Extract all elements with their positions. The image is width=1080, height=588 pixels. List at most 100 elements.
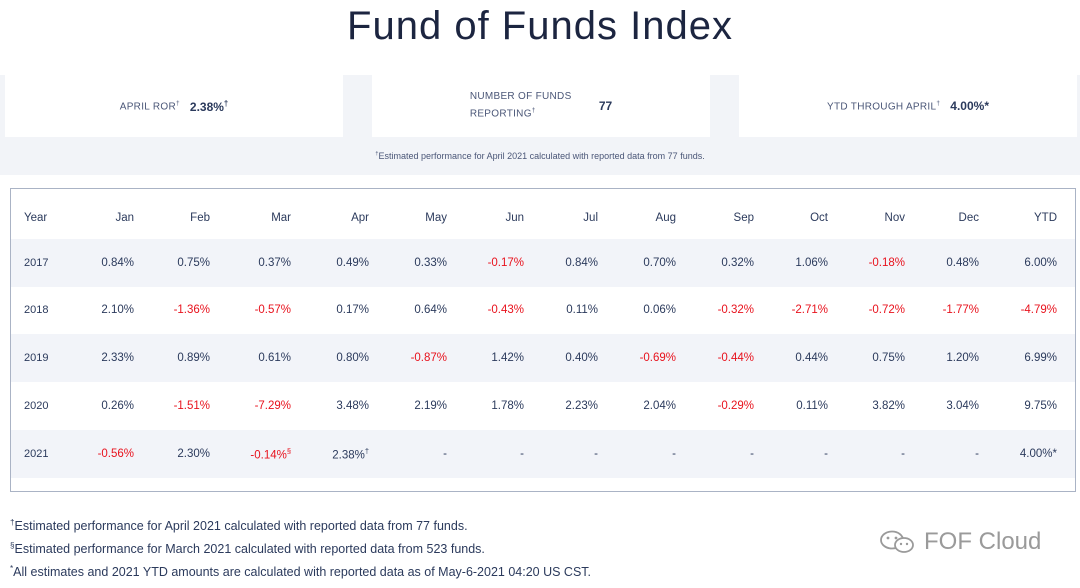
sup: † [531, 107, 536, 115]
value-cell: 2.19% [414, 400, 447, 412]
value-cell: -0.18% [868, 257, 905, 269]
column-header: Feb [190, 212, 210, 224]
sup: † [223, 98, 229, 108]
stat-label: NUMBER OF FUNDS REPORTING† [470, 90, 575, 121]
value-cell: -0.29% [717, 400, 754, 412]
value-cell: 9.75% [1024, 400, 1057, 412]
value-cell: 0.32% [721, 257, 754, 269]
value-cell: - [824, 448, 828, 460]
value-cell: 0.11% [796, 400, 828, 412]
value-cell: 3.48% [336, 400, 369, 412]
value-cell: 1.42% [491, 352, 524, 364]
value-cell: - [750, 448, 754, 460]
sup: † [364, 446, 369, 456]
column-header: Year [24, 212, 48, 224]
value-cell: 2.33% [101, 352, 134, 364]
year-cell: 2017 [24, 257, 49, 269]
value-cell: 6.00% [1024, 257, 1057, 269]
value-cell: -0.69% [639, 352, 676, 364]
stats-note: †Estimated performance for April 2021 ca… [0, 151, 1080, 161]
value-cell: 2.38%† [332, 447, 369, 462]
footnote: §Estimated performance for March 2021 ca… [10, 541, 485, 556]
column-header: Sep [733, 212, 754, 224]
value-cell: 0.89% [177, 352, 210, 364]
cell-text: -0.14% [250, 449, 287, 462]
label: APRIL ROR [119, 101, 176, 113]
value-cell: 0.17% [336, 304, 369, 316]
value-cell: -0.32% [717, 304, 754, 316]
value-cell: 0.49% [336, 257, 369, 269]
value-cell: -7.29% [254, 400, 291, 412]
value-cell: 0.61% [258, 352, 291, 364]
value-cell: 1.20% [946, 352, 979, 364]
value-cell: 2.10% [101, 304, 134, 316]
value-cell: 0.26% [101, 400, 134, 412]
value-cell: - [975, 448, 979, 460]
value-cell: -1.77% [942, 304, 979, 316]
value-cell: -2.71% [791, 304, 828, 316]
stat-value: 77 [598, 99, 613, 113]
value-cell: 0.75% [177, 257, 210, 269]
stat-label: YTD THROUGH APRIL† [827, 100, 940, 112]
value-cell: 4.00%* [1019, 448, 1057, 460]
sup: † [936, 99, 941, 107]
sup: † [375, 151, 379, 157]
value-cell: -0.17% [487, 257, 524, 269]
column-header: Jul [583, 212, 598, 224]
sup: † [10, 518, 15, 527]
stat: NUMBER OF FUNDS REPORTING† 77 [372, 75, 710, 137]
label: NUMBER OF FUNDS REPORTING [469, 91, 572, 120]
column-header: Oct [810, 212, 828, 224]
value-cell: -0.14%§ [250, 447, 291, 462]
stat: YTD THROUGH APRIL† 4.00%* [739, 75, 1077, 137]
value-cell: 3.82% [872, 400, 905, 412]
value-cell: 0.44% [795, 352, 828, 364]
value-cell: -0.43% [487, 304, 524, 316]
sup: † [175, 99, 180, 107]
table [10, 188, 1076, 492]
value: 2.38% [189, 99, 224, 114]
value-cell: 2.23% [565, 400, 598, 412]
stat-label: APRIL ROR† [120, 100, 180, 112]
value-cell: 6.99% [1024, 352, 1057, 364]
value-cell: 0.33% [414, 257, 447, 269]
column-header: Nov [884, 212, 905, 224]
value-cell: - [594, 448, 598, 460]
year-cell: 2020 [24, 400, 49, 412]
sup: * [10, 564, 14, 573]
value-cell: -1.51% [173, 400, 210, 412]
sup: § [286, 446, 291, 456]
column-header: May [425, 212, 447, 224]
stat-box: YTD THROUGH APRIL† 4.00%* [739, 75, 1077, 137]
column-header: Jan [115, 212, 134, 224]
footnote-text: Estimated performance for March 2021 cal… [14, 542, 485, 557]
value-cell: 0.06% [643, 304, 676, 316]
footnote: *All estimates and 2021 YTD amounts are … [10, 564, 591, 579]
value-cell: -0.56% [97, 448, 134, 460]
value-cell: - [672, 448, 676, 460]
sup: § [10, 541, 15, 550]
value-cell: 0.84% [101, 257, 134, 269]
value-cell: 2.04% [643, 400, 676, 412]
value-cell: -0.44% [717, 352, 754, 364]
stat-value: 4.00%* [950, 99, 989, 113]
value-cell: -1.36% [173, 304, 210, 316]
value-cell: -0.72% [868, 304, 905, 316]
title: Fund of Funds Index [347, 4, 733, 48]
value-cell: - [443, 448, 447, 460]
value-cell: -0.57% [254, 304, 291, 316]
stat-value: 2.38%† [190, 99, 228, 114]
value-cell: 1.06% [795, 257, 828, 269]
value-cell: 0.70% [643, 257, 676, 269]
value-cell: 0.48% [946, 257, 979, 269]
column-header: Jun [505, 212, 524, 224]
label: YTD THROUGH APRIL [826, 101, 937, 113]
row-shade [11, 239, 1075, 287]
value-cell: 3.04% [946, 400, 979, 412]
column-header: Dec [958, 212, 979, 224]
column-header: Apr [351, 212, 369, 224]
footnote: †Estimated performance for April 2021 ca… [10, 518, 468, 533]
value-cell: 0.64% [414, 304, 447, 316]
value-cell: - [901, 448, 905, 460]
